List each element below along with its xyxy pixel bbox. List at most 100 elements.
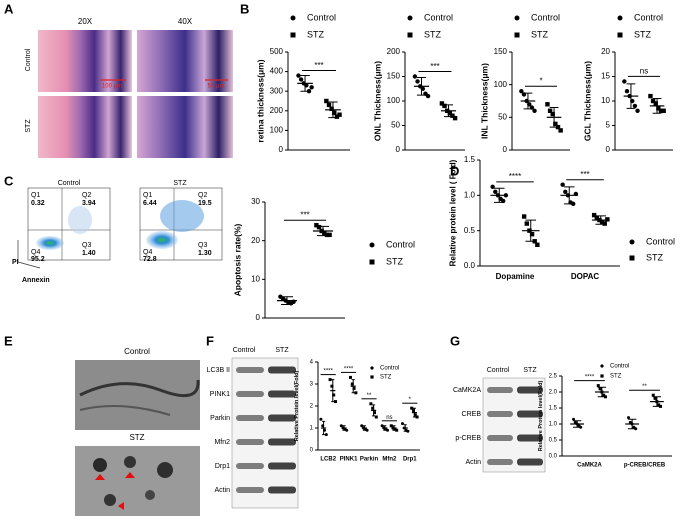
legend-label: Control xyxy=(307,12,336,22)
band xyxy=(268,486,296,494)
y-tick-label: 500 xyxy=(270,47,284,56)
legend-label: Control xyxy=(386,239,415,249)
quadrant: Q4 xyxy=(31,249,40,256)
point xyxy=(369,402,373,406)
row-label: Actin xyxy=(465,459,481,466)
row-label: Mfn2 xyxy=(214,439,230,446)
legend-label: Control xyxy=(610,364,629,370)
y-tick-label: 1 xyxy=(310,426,314,432)
column-label: Control xyxy=(233,347,256,354)
point xyxy=(519,89,524,94)
point xyxy=(348,375,352,379)
point xyxy=(371,406,375,410)
significance: * xyxy=(409,397,412,403)
point xyxy=(333,400,337,404)
legend-label: STZ xyxy=(386,256,404,266)
legend-marker xyxy=(407,32,413,38)
legend-label: STZ xyxy=(307,29,325,39)
row-label: Drp1 xyxy=(215,463,230,470)
point xyxy=(411,408,415,412)
quadrant-value: 3.94 xyxy=(82,200,96,207)
point xyxy=(656,106,661,111)
axis-label: Annexin xyxy=(22,277,50,284)
error-bar xyxy=(300,75,310,92)
point xyxy=(450,113,455,118)
legend-marker xyxy=(629,255,635,261)
y-axis-label: Relative protein level ( Fold) xyxy=(448,159,457,266)
em-images: Control STZ xyxy=(75,347,200,516)
y-tick-label: 100 xyxy=(387,96,401,105)
point xyxy=(635,108,640,114)
row-label: Actin xyxy=(214,487,230,494)
quadrant: Q2 xyxy=(82,192,91,199)
error-bar xyxy=(351,379,355,394)
y-axis-label: GCL Thickness(μm) xyxy=(582,61,592,141)
point xyxy=(352,386,356,390)
y-axis-label: Relative Protein level(Fold) xyxy=(294,371,300,442)
band xyxy=(517,458,543,466)
y-tick-label: 10 xyxy=(601,96,610,105)
legend-label: Control xyxy=(531,12,560,22)
y-tick-label: 0.0 xyxy=(549,454,558,460)
error-bar xyxy=(331,379,335,403)
x-tick-label: Dopamine xyxy=(496,272,535,281)
error-bar xyxy=(597,386,607,398)
quadrant-value: 1.40 xyxy=(82,250,96,257)
quadrant-value: 0.32 xyxy=(31,200,45,207)
point xyxy=(314,223,319,228)
row-label: STZ xyxy=(25,119,32,133)
column-label: 20X xyxy=(78,17,93,26)
point xyxy=(296,73,301,78)
point xyxy=(602,393,606,397)
y-tick-label: 20 xyxy=(251,236,260,245)
point xyxy=(406,429,410,433)
band xyxy=(236,463,264,469)
point xyxy=(596,384,600,388)
point xyxy=(309,85,314,90)
row-label: CaMK2A xyxy=(453,387,481,394)
panel-label: A xyxy=(4,1,14,16)
point xyxy=(337,112,342,117)
quadrant: Q3 xyxy=(82,242,91,249)
quadrant-value: 95.2 xyxy=(31,256,45,263)
y-tick-label: 400 xyxy=(270,67,284,76)
row-label: LC3B II xyxy=(207,367,230,374)
y-tick-label: 1.0 xyxy=(464,190,476,199)
point xyxy=(413,413,417,417)
error-bar xyxy=(443,104,454,118)
point xyxy=(380,424,384,428)
significance: **** xyxy=(585,375,595,381)
error-bar xyxy=(383,425,387,431)
x-tick-label: DOPAC xyxy=(571,272,600,281)
x-tick-label: Drp1 xyxy=(403,457,417,463)
y-tick-label: 20 xyxy=(601,47,610,56)
panel-label: G xyxy=(450,333,460,348)
point xyxy=(648,93,653,99)
quadrant: Q1 xyxy=(31,192,40,199)
image xyxy=(38,30,132,92)
image-label: Control xyxy=(124,347,150,356)
y-tick-label: 100 xyxy=(494,80,508,89)
point xyxy=(334,114,340,119)
row-label: p-CREB xyxy=(455,435,481,442)
legend-label: Control xyxy=(634,12,663,22)
y-tick-label: 1.5 xyxy=(549,406,558,412)
quadrant: Q3 xyxy=(198,242,207,249)
error-bar xyxy=(572,420,582,428)
point xyxy=(442,103,447,109)
scale-label: 100 μm xyxy=(102,84,122,90)
y-axis-label: INL Thickness(μm) xyxy=(479,63,489,139)
point xyxy=(653,396,657,400)
quadrant: Q4 xyxy=(143,249,152,256)
point xyxy=(560,182,565,187)
y-tick-label: 1.5 xyxy=(464,155,476,164)
significance: ** xyxy=(642,384,647,390)
point xyxy=(535,242,540,247)
y-tick-label: 0.0 xyxy=(464,261,476,270)
band xyxy=(487,411,513,417)
point xyxy=(591,212,597,218)
legend-marker xyxy=(290,15,296,21)
legend-label: Control xyxy=(424,12,453,22)
point xyxy=(328,378,332,382)
point xyxy=(410,406,414,410)
